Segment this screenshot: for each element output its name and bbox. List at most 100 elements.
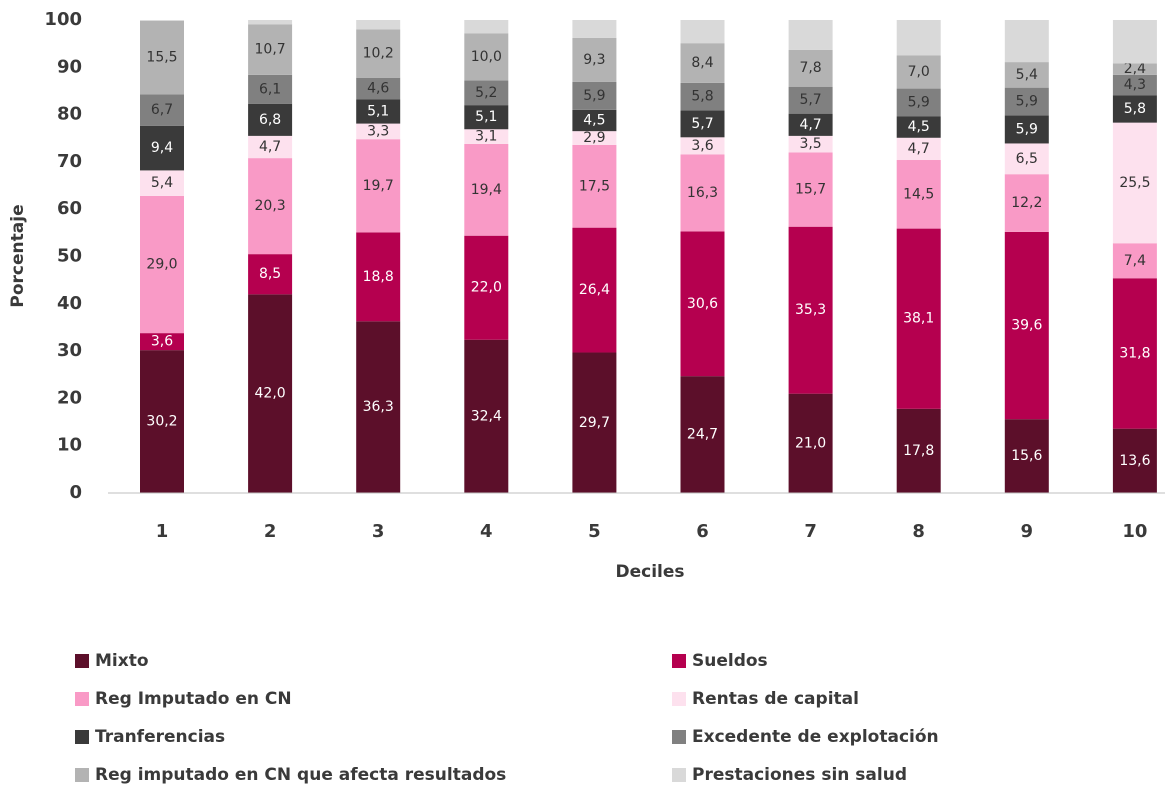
bar-segment [1112,74,1157,96]
legend-label: Reg imputado en CN que afecta resultados [95,765,506,785]
bar-segment [1004,62,1049,88]
bar-segment [248,74,293,104]
bar-segment [1112,278,1157,429]
x-tick-label: 4 [480,521,493,542]
bar-segment [464,33,509,81]
bar-segment [356,20,401,30]
bar-segment [248,254,293,295]
value-label: 12,2 [1011,195,1042,211]
x-tick-label: 5 [588,521,601,542]
value-label: 19,7 [363,178,394,194]
bar-segment [1004,419,1049,493]
value-label: 5,2 [475,85,497,101]
value-label: 31,8 [1119,345,1150,361]
value-label: 39,6 [1011,318,1042,334]
value-label: 5,9 [1016,121,1038,137]
y-tick-label: 50 [57,246,82,267]
y-tick-label: 60 [57,198,82,219]
legend-swatch [672,730,686,744]
value-label: 29,7 [579,415,610,431]
value-label: 17,5 [579,178,610,194]
bar-segment [896,160,941,229]
bar-segment [1004,20,1049,63]
value-label: 10,2 [363,46,394,62]
bar-segment [788,113,833,136]
x-tick-label: 3 [372,521,385,542]
bar-segment [140,170,184,196]
bar-segment [464,80,509,106]
value-label: 14,5 [903,186,934,202]
bar-segment [356,77,401,100]
x-tick-label: 8 [912,521,925,542]
bar-segment [572,20,617,38]
legend-swatch [75,654,89,668]
legend-label: Tranferencias [95,727,225,747]
bar-segment [464,339,509,493]
value-label: 5,9 [1016,94,1038,110]
bar-segment [248,24,293,75]
legend-label: Reg Imputado en CN [95,689,292,709]
y-tick-label: 40 [57,293,82,314]
bar-segment [1004,87,1049,116]
bar-segment [140,350,184,493]
x-tick-label: 6 [696,521,709,542]
legend-label: Rentas de capital [692,689,859,709]
value-label: 9,4 [151,140,173,156]
y-tick-label: 70 [57,151,82,172]
y-tick-label: 90 [57,56,82,77]
bar-segment [1112,122,1157,244]
legend-swatch [75,692,89,706]
value-label: 6,7 [151,102,173,118]
bar-segment [572,144,617,228]
bar-segment [464,129,509,144]
bar-segment [248,20,293,25]
legend-swatch [672,768,686,782]
value-label: 15,6 [1011,448,1042,464]
value-label: 6,8 [259,112,281,128]
x-tick-label: 2 [264,521,277,542]
value-label: 3,3 [367,123,389,139]
value-label: 17,8 [903,443,934,459]
legend-label: Prestaciones sin salud [692,765,907,785]
x-tick-label: 1 [156,521,169,542]
bar-segment [680,154,725,232]
bar-segment [788,20,833,50]
value-label: 25,5 [1119,175,1150,191]
value-label: 5,4 [1016,67,1038,83]
bar-segment [356,123,401,140]
bar-segment [896,137,941,161]
x-tick-label: 7 [804,521,817,542]
value-label: 10,0 [471,49,502,65]
value-label: 3,6 [151,334,173,350]
bar-segment [680,110,725,138]
value-label: 6,5 [1016,151,1038,167]
value-label: 26,4 [579,282,610,298]
bar-segment [896,228,941,409]
bar-segment [680,43,725,83]
bar-segment [1004,231,1049,420]
value-label: 18,8 [363,269,394,285]
value-label: 8,4 [691,55,713,71]
y-tick-label: 80 [57,104,82,125]
value-label: 4,5 [583,113,605,129]
bar-segment [248,135,293,159]
bar-segment [464,235,509,340]
value-label: 9,3 [583,52,605,68]
bar-segment [896,408,941,493]
bar-segment [1004,115,1049,144]
value-label: 3,5 [799,136,821,152]
value-label: 7,0 [908,64,930,80]
y-tick-label: 100 [44,9,82,30]
bar-segment [896,55,941,89]
bar-segment [1112,63,1157,75]
value-label: 4,7 [799,117,821,133]
bar-segment [140,94,184,126]
value-label: 5,8 [1124,101,1146,117]
value-label: 22,0 [471,280,502,296]
value-label: 4,6 [367,81,389,97]
bar-segment [356,99,401,124]
bar-segment [680,231,725,377]
bar-segment [572,227,617,353]
bar-segment [140,125,184,171]
value-label: 42,0 [255,386,286,402]
